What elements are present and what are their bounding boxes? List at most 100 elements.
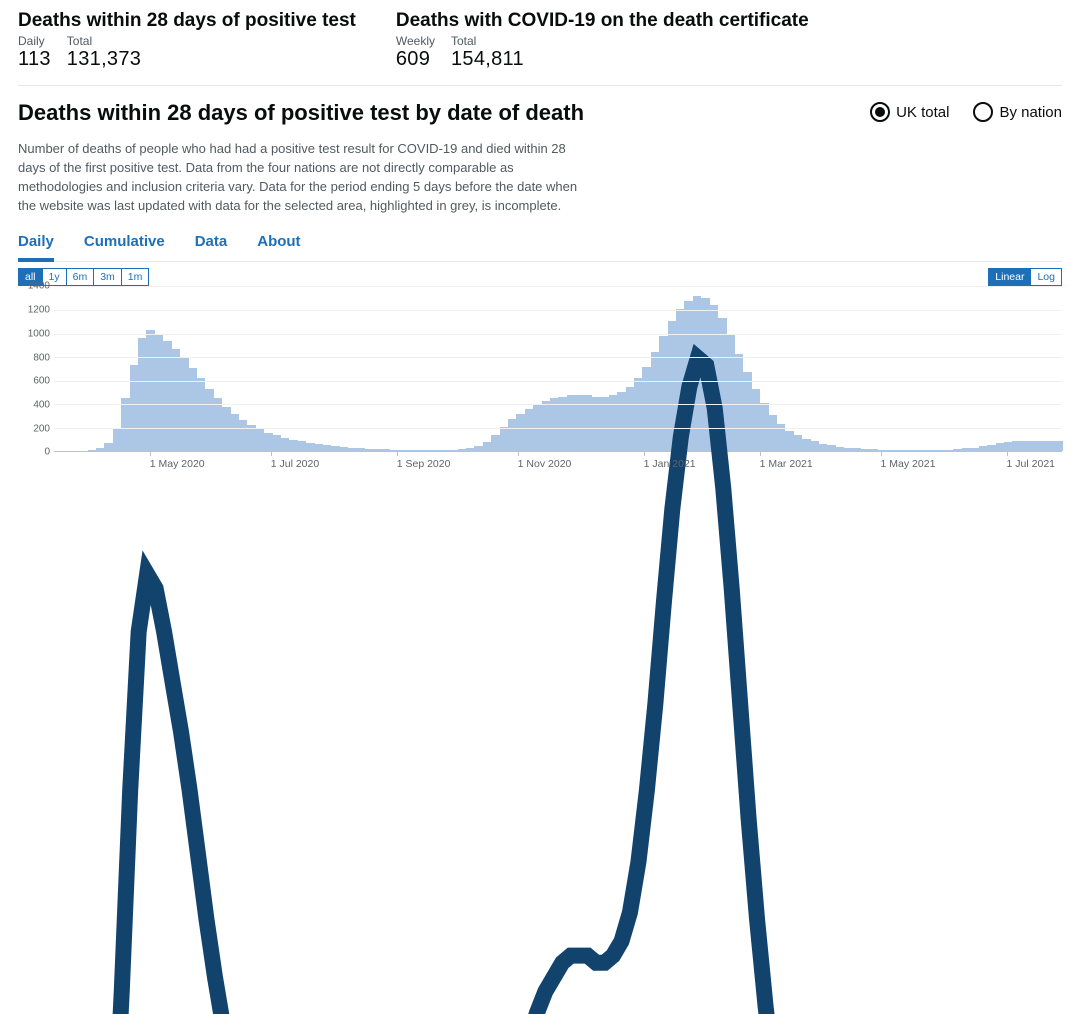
stat-28day-total-value: 131,373 xyxy=(67,48,141,71)
bar xyxy=(626,387,634,452)
bar xyxy=(458,449,466,451)
bar xyxy=(500,427,508,451)
plot-area xyxy=(54,286,1062,452)
x-tick-label: 1 Nov 2020 xyxy=(518,458,572,470)
bar xyxy=(970,448,978,452)
bar xyxy=(861,449,869,452)
bar xyxy=(1046,441,1054,452)
bar xyxy=(231,414,239,452)
range-3m[interactable]: 3m xyxy=(94,268,122,286)
x-tick-label: 1 Jul 2020 xyxy=(271,458,319,470)
deaths-chart[interactable]: 0200400600800100012001400 1 May 20201 Ju… xyxy=(18,286,1062,476)
tab-about[interactable]: About xyxy=(257,227,300,261)
bar xyxy=(987,445,995,452)
y-axis: 0200400600800100012001400 xyxy=(18,286,54,476)
x-tick-label: 1 May 2020 xyxy=(150,458,205,470)
x-tick-label: 1 Jan 2021 xyxy=(644,458,696,470)
bar xyxy=(1038,441,1046,452)
range-1m[interactable]: 1m xyxy=(122,268,150,286)
bar xyxy=(424,450,432,451)
bar xyxy=(205,389,213,451)
range-6m[interactable]: 6m xyxy=(67,268,95,286)
bar xyxy=(466,448,474,451)
bar xyxy=(432,450,440,451)
bar xyxy=(886,450,894,452)
bar xyxy=(735,354,743,452)
bar xyxy=(264,433,272,452)
stat-certificate: Deaths with COVID-19 on the death certif… xyxy=(396,10,809,71)
gridline xyxy=(54,286,1062,287)
bar xyxy=(869,449,877,451)
bar xyxy=(340,447,348,451)
stat-cert-total-label: Total xyxy=(451,34,524,48)
bar xyxy=(256,429,264,451)
tab-daily[interactable]: Daily xyxy=(18,227,54,262)
gridline xyxy=(54,404,1062,405)
bar xyxy=(331,446,339,451)
scale-toggle: LinearLog xyxy=(988,268,1062,286)
bar xyxy=(718,318,726,451)
bar xyxy=(138,338,146,451)
radio-uk-total[interactable]: UK total xyxy=(870,102,949,122)
bar xyxy=(878,450,886,452)
bar xyxy=(752,389,760,451)
bar xyxy=(104,443,112,451)
bar xyxy=(911,450,919,451)
divider xyxy=(18,85,1062,86)
bar xyxy=(449,450,457,451)
bar xyxy=(1029,441,1037,452)
bar xyxy=(382,449,390,451)
x-tick-label: 1 Jul 2021 xyxy=(1007,458,1055,470)
bar xyxy=(903,450,911,451)
radio-nation-label: By nation xyxy=(999,104,1062,121)
gridline xyxy=(54,334,1062,335)
bar xyxy=(802,439,810,451)
x-tick-label: 1 Mar 2021 xyxy=(760,458,813,470)
bar xyxy=(96,448,104,451)
bar xyxy=(659,336,667,452)
scale-log[interactable]: Log xyxy=(1031,268,1062,286)
x-tick-label: 1 Sep 2020 xyxy=(397,458,451,470)
bar xyxy=(962,448,970,451)
gridline xyxy=(54,310,1062,311)
scale-linear[interactable]: Linear xyxy=(988,268,1031,286)
bar xyxy=(827,445,835,451)
bar xyxy=(794,435,802,451)
bar xyxy=(937,450,945,451)
bar xyxy=(399,450,407,452)
bar xyxy=(373,449,381,452)
y-tick-label: 0 xyxy=(44,447,50,458)
stat-cert-weekly-value: 609 xyxy=(396,48,435,71)
bar xyxy=(634,378,642,451)
bar xyxy=(88,450,96,451)
bar xyxy=(474,446,482,451)
bar xyxy=(1004,442,1012,451)
tab-cumulative[interactable]: Cumulative xyxy=(84,227,165,261)
bar xyxy=(273,435,281,452)
bar xyxy=(172,349,180,452)
bar xyxy=(516,414,524,452)
radio-by-nation[interactable]: By nation xyxy=(973,102,1062,122)
bar xyxy=(836,447,844,452)
bar xyxy=(953,449,961,451)
bar xyxy=(853,448,861,451)
bar xyxy=(542,401,550,452)
tab-data[interactable]: Data xyxy=(195,227,228,261)
stat-certificate-title: Deaths with COVID-19 on the death certif… xyxy=(396,10,809,32)
stat-cert-weekly-label: Weekly xyxy=(396,34,435,48)
bar xyxy=(1054,441,1062,451)
stat-28day-daily-label: Daily xyxy=(18,34,51,48)
y-tick-label: 1200 xyxy=(28,305,50,316)
bar xyxy=(415,450,423,451)
bar xyxy=(130,365,138,451)
radio-uk-label: UK total xyxy=(896,104,949,121)
bar xyxy=(895,450,903,451)
radio-dot-icon xyxy=(973,102,993,122)
bar xyxy=(289,440,297,452)
bar xyxy=(441,450,449,451)
bar xyxy=(121,398,129,451)
y-tick-label: 1000 xyxy=(28,328,50,339)
y-tick-label: 400 xyxy=(33,399,50,410)
panel-title: Deaths within 28 days of positive test b… xyxy=(18,100,584,126)
bar xyxy=(357,448,365,451)
